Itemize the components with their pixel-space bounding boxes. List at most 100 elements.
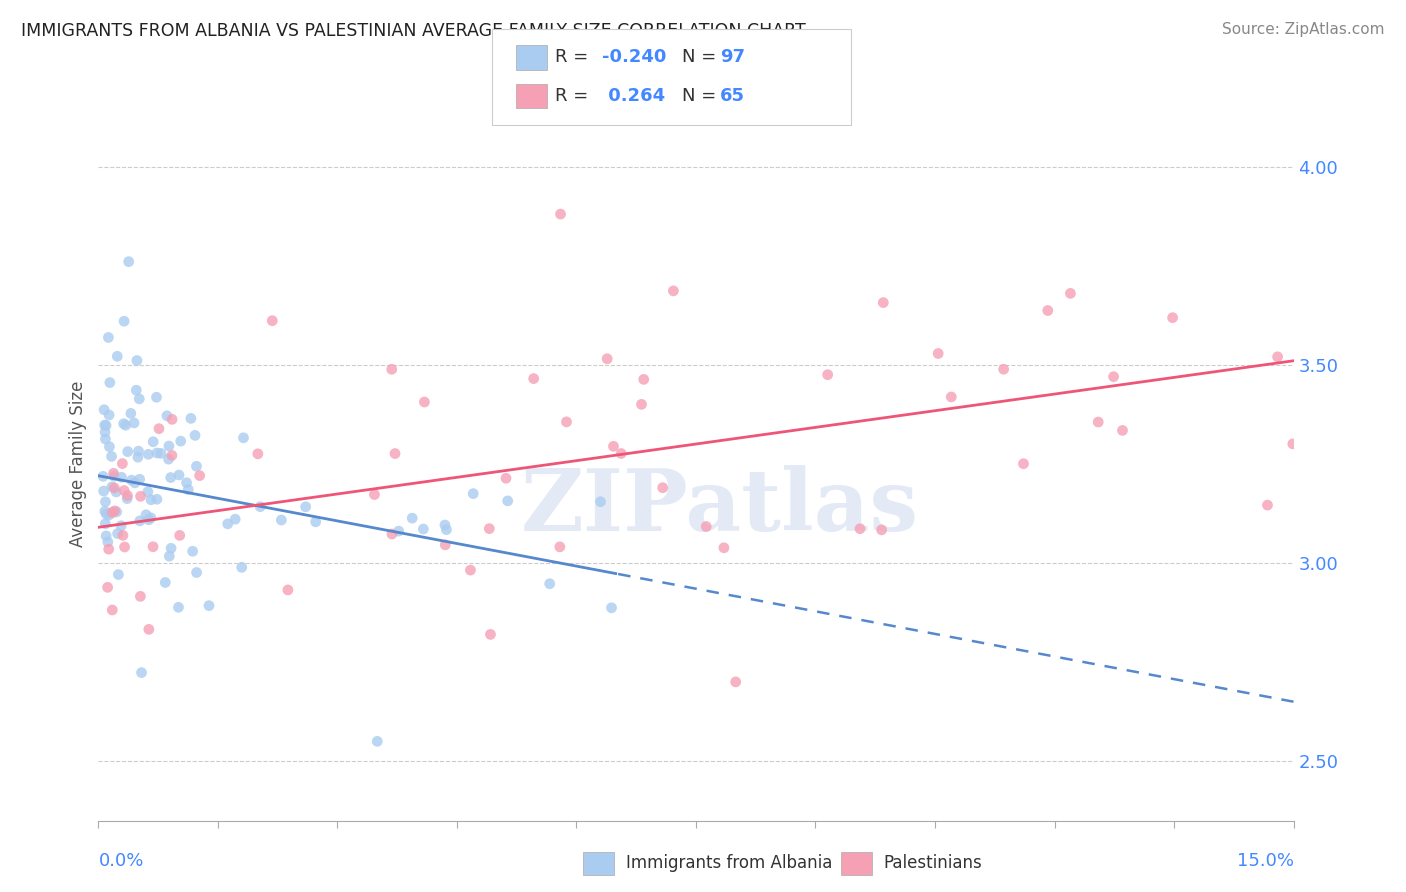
Point [495,471,517,485]
Point [630,397,652,411]
Point [97,580,120,594]
Point [103,469,125,483]
Point [181,544,204,558]
Text: 0.264: 0.264 [602,87,665,105]
Point [870,523,893,537]
Point [94,418,117,433]
Point [107,567,129,582]
Point [167,468,190,483]
Point [128,514,150,528]
Point [129,590,152,604]
Point [600,600,623,615]
Point [548,540,571,554]
Point [177,483,200,497]
Point [98,440,121,454]
Point [156,409,179,423]
Point [602,439,624,453]
Point [927,346,949,360]
Point [159,470,181,484]
Point [100,450,122,464]
Text: 65: 65 [720,87,745,105]
Point [139,492,162,507]
Point [94,432,117,446]
Point [104,504,127,518]
Point [463,486,485,500]
Point [157,549,180,564]
Point [496,494,519,508]
Text: N =: N = [682,48,721,67]
Point [128,472,150,486]
Point [112,314,135,328]
Point [160,541,183,556]
Point [1059,286,1081,301]
Point [1012,457,1035,471]
Point [479,627,502,641]
Point [136,484,159,499]
Point [169,528,191,542]
Point [125,353,148,368]
Point [434,538,457,552]
Point [246,447,269,461]
Point [555,415,578,429]
Point [111,528,134,542]
Point [93,418,115,433]
Text: 15.0%: 15.0% [1236,853,1294,871]
Point [94,507,117,521]
Point [184,428,207,442]
Point [817,368,839,382]
Point [101,480,124,494]
Point [538,576,561,591]
Point [294,500,316,514]
Point [231,560,253,574]
Point [139,510,162,524]
Text: R =: R = [555,48,595,67]
Point [138,623,160,637]
Point [433,518,456,533]
Text: N =: N = [682,87,721,105]
Text: 97: 97 [720,48,745,67]
Point [142,434,165,449]
Point [589,494,612,508]
Y-axis label: Average Family Size: Average Family Size [69,381,87,547]
Point [120,406,142,420]
Point [872,295,894,310]
Point [523,371,546,385]
Point [277,582,299,597]
Point [122,416,145,430]
Point [101,505,124,519]
Point [724,674,747,689]
Point [103,481,125,495]
Point [155,575,177,590]
Point [713,541,735,555]
Text: R =: R = [555,87,595,105]
Point [148,422,170,436]
Point [198,599,221,613]
Point [695,519,717,533]
Point [186,459,208,474]
Point [217,516,239,531]
Point [460,563,482,577]
Point [1282,437,1305,451]
Point [1087,415,1109,429]
Text: Palestinians: Palestinians [883,855,981,872]
Point [157,439,180,453]
Point [149,446,172,460]
Point [112,417,135,431]
Point [478,522,501,536]
Point [138,513,160,527]
Point [101,603,124,617]
Point [146,492,169,507]
Point [117,444,139,458]
Point [1036,303,1059,318]
Point [1256,498,1278,512]
Point [232,431,254,445]
Point [105,349,128,363]
Point [97,542,120,557]
Point [129,489,152,503]
Point [436,523,458,537]
Point [1267,350,1289,364]
Point [1102,369,1125,384]
Point [103,467,125,481]
Point [1161,310,1184,325]
Point [128,392,150,406]
